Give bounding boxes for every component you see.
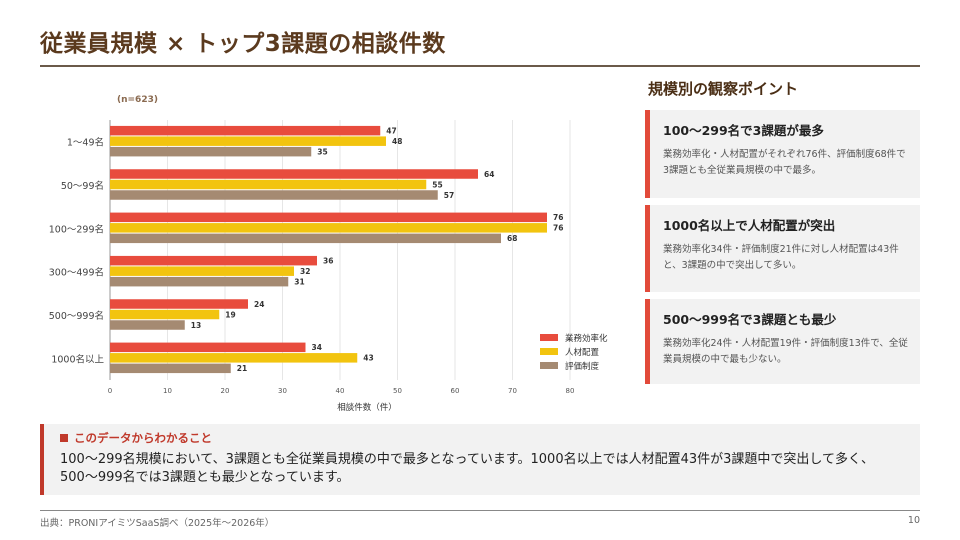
data-label: 48 (392, 137, 402, 146)
card-heading: 1000名以上で人材配置が突出 (663, 218, 836, 233)
legend-swatch (540, 334, 558, 341)
sample-size-note: (n=623) (117, 95, 158, 105)
card-body: 業務効率化24件・人材配置19件・評価制度13件で、全従業員規模の中で最も少ない… (663, 338, 908, 365)
data-label: 36 (323, 256, 333, 265)
bar (110, 146, 312, 157)
x-tick-label: 60 (451, 387, 460, 395)
data-label: 64 (484, 170, 494, 179)
data-label: 35 (317, 147, 327, 156)
x-axis-label: 相談件数（件） (337, 402, 397, 413)
data-label: 34 (312, 343, 322, 352)
page-number: 10 (907, 515, 920, 526)
card-heading: 500〜999名で3課題とも最少 (663, 312, 837, 327)
data-label: 21 (237, 364, 247, 373)
legend-label: 人材配置 (565, 347, 600, 358)
insight-heading-text: このデータからわかること (74, 431, 212, 445)
category-label: 1〜49名 (67, 137, 104, 149)
data-label: 31 (294, 277, 304, 286)
bar (110, 309, 220, 320)
data-label: 19 (225, 310, 235, 319)
bar (110, 179, 427, 190)
insight-box: このデータからわかること 100〜299名規模において、3課題とも全従業員規模の… (40, 424, 920, 495)
bar (110, 223, 547, 233)
bar (110, 353, 358, 363)
bar (110, 276, 289, 287)
title-divider (40, 65, 920, 67)
bar (110, 363, 231, 374)
x-tick-label: 70 (508, 387, 517, 395)
observation-card-2: 1000名以上で人材配置が突出 業務効率化34件・評価制度21件に対し人材配置は… (645, 205, 920, 292)
category-label: 100〜299名 (49, 223, 104, 235)
bar (110, 342, 306, 353)
bar (110, 212, 547, 223)
x-tick-label: 40 (336, 387, 345, 395)
category-label: 1000名以上 (51, 353, 104, 365)
bar (110, 190, 438, 200)
category-label: 300〜499名 (49, 267, 104, 279)
footer-divider (40, 510, 920, 511)
x-tick-label: 50 (393, 387, 402, 395)
legend-swatch (540, 348, 558, 355)
bar (110, 125, 381, 136)
card-heading: 100〜299名で3課題が最多 (663, 123, 824, 138)
legend-label: 業務効率化 (565, 333, 608, 344)
bar (110, 266, 294, 276)
bar (110, 136, 386, 146)
side-title: 規模別の観察ポイント (648, 80, 799, 98)
bar (110, 169, 478, 179)
square-bullet-icon (60, 434, 68, 442)
observation-card-1: 100〜299名で3課題が最多 業務効率化・人材配置がそれぞれ76件、評価制度6… (645, 110, 920, 198)
data-label: 47 (386, 126, 396, 135)
data-label: 68 (507, 234, 517, 243)
bar (110, 255, 317, 266)
x-tick-label: 30 (278, 387, 287, 395)
category-label: 50〜99名 (61, 180, 104, 192)
data-label: 24 (254, 300, 264, 309)
data-label: 76 (553, 213, 563, 222)
insight-body: 100〜299名規模において、3課題とも全従業員規模の中で最多となっています。1… (60, 452, 875, 485)
insight-heading: このデータからわかること (60, 430, 906, 446)
card-body: 業務効率化・人材配置がそれぞれ76件、評価制度68件で3課題とも全従業員規模の中… (663, 149, 906, 176)
page-title: 従業員規模 × トップ3課題の相談件数 (40, 31, 446, 57)
observation-card-3: 500〜999名で3課題とも最少 業務効率化24件・人材配置19件・評価制度13… (645, 299, 920, 384)
chart-svg: (n=623) 0 10 20 30 40 50 60 70 80 相談件数（件） 1〜49名 47 48… (49, 95, 608, 413)
data-label: 76 (553, 224, 563, 233)
x-tick-label: 10 (163, 387, 172, 395)
legend-swatch (540, 362, 558, 369)
bar-chart: (n=623) 0 10 20 30 40 50 60 70 80 相談件数（件） 1〜49名 47 48… (40, 85, 620, 420)
x-tick-label: 80 (566, 387, 575, 395)
x-tick-label: 0 (108, 387, 112, 395)
x-tick-label: 20 (221, 387, 230, 395)
category-label: 500〜999名 (49, 310, 104, 322)
data-label: 55 (432, 180, 442, 189)
data-label: 32 (300, 267, 310, 276)
bar (110, 320, 185, 330)
data-label: 43 (363, 354, 373, 363)
card-body: 業務効率化34件・評価制度21件に対し人材配置は43件と、3課題の中で突出して多… (663, 244, 899, 271)
bar (110, 299, 248, 309)
data-label: 57 (444, 191, 454, 200)
footer-source: 出典：PRONIアイミツSaaS調べ（2025年〜2026年） (40, 518, 275, 529)
bar (110, 233, 501, 244)
legend-label: 評価制度 (565, 361, 600, 372)
data-label: 13 (191, 321, 201, 330)
